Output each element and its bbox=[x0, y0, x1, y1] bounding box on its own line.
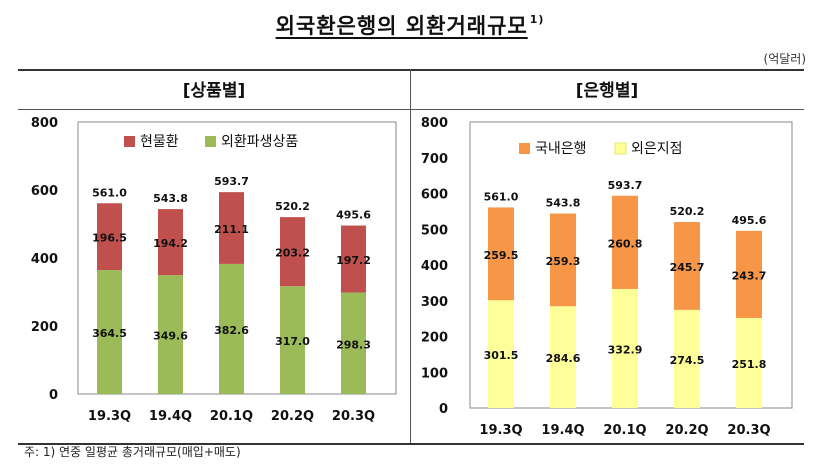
data-label: 382.6 bbox=[214, 324, 249, 337]
bar-product-series1 bbox=[219, 192, 244, 264]
bar-product-series0 bbox=[158, 275, 183, 394]
y-tick-label: 400 bbox=[421, 259, 448, 274]
unit-label: (억달러) bbox=[763, 52, 806, 66]
total-label: 543.8 bbox=[153, 192, 188, 205]
table-frame bbox=[18, 69, 804, 445]
header-divider bbox=[18, 109, 804, 110]
bar-bank-series0 bbox=[612, 288, 638, 408]
data-label: 251.8 bbox=[732, 358, 767, 371]
bar-product-series0 bbox=[219, 263, 244, 394]
data-label: 194.2 bbox=[153, 237, 188, 250]
category-label: 19.3Q bbox=[88, 409, 131, 424]
chart-title: 외국환은행의 외환거래규모 1) bbox=[0, 10, 820, 40]
y-tick-label: 500 bbox=[421, 223, 448, 238]
y-tick-label: 600 bbox=[421, 188, 448, 203]
y-tick-label: 700 bbox=[421, 152, 448, 167]
bar-bank-series1 bbox=[550, 213, 576, 307]
legend-swatch bbox=[124, 136, 135, 147]
data-label: 364.5 bbox=[92, 327, 127, 340]
legend-swatch bbox=[614, 142, 627, 155]
legend-label: 외은지점 bbox=[631, 141, 683, 157]
bar-bank-series1 bbox=[612, 195, 638, 289]
legend-swatch bbox=[519, 143, 530, 154]
category-label: 19.4Q bbox=[149, 409, 192, 424]
y-tick-label: 300 bbox=[421, 295, 448, 310]
bar-product-series1 bbox=[280, 217, 305, 287]
legend-swatch bbox=[205, 136, 216, 147]
total-label: 561.0 bbox=[92, 186, 127, 199]
chart-title-text: 외국환은행의 외환거래규모 bbox=[275, 14, 528, 38]
y-tick-label: 200 bbox=[31, 320, 58, 335]
data-label: 259.3 bbox=[546, 255, 581, 268]
data-label: 211.1 bbox=[214, 223, 249, 236]
category-label: 20.1Q bbox=[210, 409, 253, 424]
legend-label: 현물환 bbox=[140, 134, 179, 150]
title-footnote-mark: 1) bbox=[529, 13, 545, 26]
data-label: 317.0 bbox=[275, 335, 310, 348]
legend-label: 국내은행 bbox=[535, 141, 587, 157]
bar-product-series0 bbox=[97, 270, 122, 394]
total-label: 520.2 bbox=[670, 205, 705, 218]
y-tick-label: 800 bbox=[421, 116, 448, 131]
panel-divider bbox=[410, 69, 411, 443]
data-label: 260.8 bbox=[608, 237, 643, 250]
category-label: 20.2Q bbox=[271, 409, 314, 424]
panel-title-bank: [은행별] bbox=[575, 81, 639, 101]
data-label: 301.5 bbox=[484, 349, 519, 362]
bar-bank-series0 bbox=[674, 309, 700, 408]
category-label: 20.1Q bbox=[603, 423, 646, 438]
total-label: 520.2 bbox=[275, 200, 310, 213]
y-tick-label: 800 bbox=[31, 116, 58, 131]
category-label: 19.3Q bbox=[479, 423, 522, 438]
bar-bank-series1 bbox=[674, 222, 700, 310]
total-label: 593.7 bbox=[608, 179, 643, 192]
bar-product-series1 bbox=[158, 209, 183, 276]
panel-title-product: [상품별] bbox=[182, 81, 246, 101]
y-tick-label: 200 bbox=[421, 331, 448, 346]
bar-bank-series1 bbox=[488, 207, 514, 301]
data-label: 259.5 bbox=[484, 249, 519, 262]
legend-label: 외환파생상품 bbox=[221, 134, 298, 150]
data-label: 349.6 bbox=[153, 330, 188, 343]
bar-bank-series1 bbox=[736, 230, 762, 318]
footnote: 주: 1) 연중 일평균 총거래규모(매입+매도) bbox=[24, 445, 241, 459]
y-tick-label: 0 bbox=[49, 388, 58, 403]
category-label: 20.3Q bbox=[332, 409, 375, 424]
total-label: 495.6 bbox=[732, 214, 767, 227]
data-label: 332.9 bbox=[608, 343, 643, 356]
category-label: 20.2Q bbox=[665, 423, 708, 438]
y-tick-label: 0 bbox=[439, 402, 448, 417]
data-label: 298.3 bbox=[336, 338, 371, 351]
bar-product-series0 bbox=[280, 286, 305, 394]
bar-product-series1 bbox=[341, 225, 366, 293]
bar-product-series1 bbox=[97, 203, 122, 271]
total-label: 561.0 bbox=[484, 190, 519, 203]
bar-product-series0 bbox=[341, 292, 366, 394]
bar-bank-series0 bbox=[736, 317, 762, 408]
y-tick-label: 600 bbox=[31, 184, 58, 199]
total-label: 593.7 bbox=[214, 175, 249, 188]
data-label: 274.5 bbox=[670, 354, 705, 367]
bar-bank-series0 bbox=[550, 306, 576, 408]
y-tick-label: 100 bbox=[421, 366, 448, 381]
y-tick-label: 400 bbox=[31, 252, 58, 267]
data-label: 203.2 bbox=[275, 247, 310, 260]
data-label: 245.7 bbox=[670, 261, 705, 274]
data-label: 196.5 bbox=[92, 232, 127, 245]
data-label: 197.2 bbox=[336, 254, 371, 267]
category-label: 20.3Q bbox=[727, 423, 770, 438]
bar-bank-series0 bbox=[488, 300, 514, 408]
total-label: 495.6 bbox=[336, 208, 371, 221]
category-label: 19.4Q bbox=[541, 423, 584, 438]
data-label: 243.7 bbox=[732, 269, 767, 282]
data-label: 284.6 bbox=[546, 352, 581, 365]
total-label: 543.8 bbox=[546, 197, 581, 210]
